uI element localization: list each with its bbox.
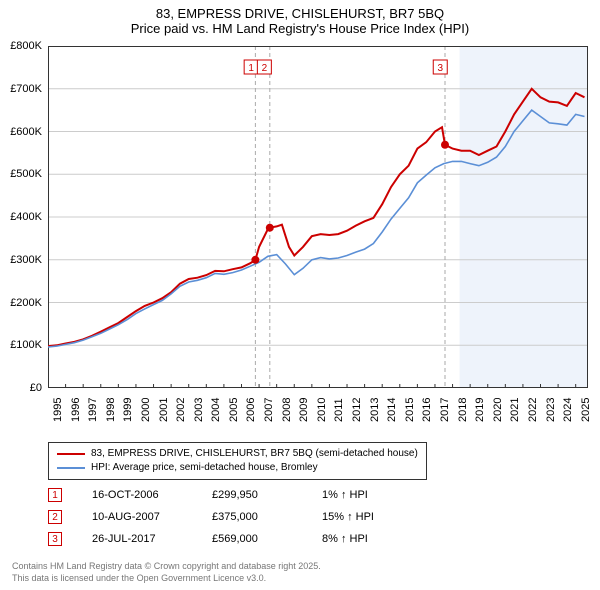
svg-text:1: 1 (248, 63, 254, 74)
x-tick-label: 2008 (281, 398, 293, 422)
y-tick-label: £500K (10, 168, 42, 180)
legend-swatch (57, 467, 85, 469)
legend-box: 83, EMPRESS DRIVE, CHISLEHURST, BR7 5BQ … (48, 442, 427, 480)
sales-hpi: 1% ↑ HPI (322, 489, 422, 501)
sales-row: 2 10-AUG-2007£375,00015% ↑ HPI (48, 506, 422, 528)
sale-dot (266, 224, 274, 232)
x-tick-label: 2017 (439, 398, 451, 422)
sales-price: £375,000 (212, 511, 322, 523)
x-tick-label: 1998 (105, 398, 117, 422)
chart-container: 83, EMPRESS DRIVE, CHISLEHURST, BR7 5BQ … (0, 0, 600, 590)
x-tick-label: 2025 (580, 398, 592, 422)
y-tick-label: £800K (10, 40, 42, 52)
x-tick-label: 1999 (122, 398, 134, 422)
sales-hpi: 15% ↑ HPI (322, 511, 422, 523)
event-marker: 1 (244, 60, 258, 74)
sales-row: 1 16-OCT-2006£299,9501% ↑ HPI (48, 484, 422, 506)
x-tick-label: 2005 (228, 398, 240, 422)
sales-price: £299,950 (212, 489, 322, 501)
x-tick-label: 2002 (175, 398, 187, 422)
x-tick-label: 1996 (70, 398, 82, 422)
footer-attribution: Contains HM Land Registry data © Crown c… (12, 560, 321, 584)
x-tick-label: 2020 (492, 398, 504, 422)
y-tick-label: £400K (10, 211, 42, 223)
sales-date: 26-JUL-2017 (92, 533, 212, 545)
svg-text:2: 2 (262, 63, 268, 74)
sales-date: 10-AUG-2007 (92, 511, 212, 523)
x-tick-label: 2024 (562, 398, 574, 422)
sale-dot (251, 256, 259, 264)
svg-text:3: 3 (437, 63, 443, 74)
x-tick-label: 2006 (245, 398, 257, 422)
x-tick-label: 2010 (316, 398, 328, 422)
y-tick-label: £600K (10, 126, 42, 138)
x-tick-label: 1997 (87, 398, 99, 422)
sale-dot (441, 141, 449, 149)
y-axis: £0£100K£200K£300K£400K£500K£600K£700K£80… (0, 46, 48, 388)
event-marker: 2 (257, 60, 271, 74)
legend-swatch (57, 453, 85, 455)
footer-line2: This data is licensed under the Open Gov… (12, 572, 321, 584)
x-tick-label: 2011 (333, 398, 345, 422)
title-block: 83, EMPRESS DRIVE, CHISLEHURST, BR7 5BQ … (0, 0, 600, 38)
x-tick-label: 2016 (421, 398, 433, 422)
sales-row: 3 26-JUL-2017£569,0008% ↑ HPI (48, 528, 422, 550)
title-line2: Price paid vs. HM Land Registry's House … (0, 21, 600, 36)
x-tick-label: 2019 (474, 398, 486, 422)
x-tick-label: 2013 (369, 398, 381, 422)
sales-table: 1 16-OCT-2006£299,9501% ↑ HPI 2 10-AUG-2007… (48, 484, 422, 550)
sales-marker: 3 (48, 532, 62, 546)
x-tick-label: 2014 (386, 398, 398, 422)
legend-item: HPI: Average price, semi-detached house,… (57, 461, 418, 475)
y-tick-label: £700K (10, 83, 42, 95)
y-tick-label: £100K (10, 339, 42, 351)
x-tick-label: 2015 (404, 398, 416, 422)
footer-line1: Contains HM Land Registry data © Crown c… (12, 560, 321, 572)
x-tick-label: 2000 (140, 398, 152, 422)
sales-price: £569,000 (212, 533, 322, 545)
y-tick-label: £200K (10, 297, 42, 309)
x-tick-label: 2012 (351, 398, 363, 422)
x-tick-label: 2021 (509, 398, 521, 422)
event-marker: 3 (433, 60, 447, 74)
y-tick-label: £300K (10, 254, 42, 266)
title-line1: 83, EMPRESS DRIVE, CHISLEHURST, BR7 5BQ (0, 6, 600, 21)
legend-label: 83, EMPRESS DRIVE, CHISLEHURST, BR7 5BQ … (91, 447, 418, 461)
y-tick-label: £0 (30, 382, 42, 394)
x-tick-label: 2018 (457, 398, 469, 422)
x-axis: 1995 1996 1997 1998 1999 2000 2001 2002 2003 2004… (48, 388, 588, 440)
x-tick-label: 2007 (263, 398, 275, 422)
x-tick-label: 2022 (527, 398, 539, 422)
sales-hpi: 8% ↑ HPI (322, 533, 422, 545)
chart-plot-area: 12 3 (48, 46, 588, 388)
x-tick-label: 2003 (193, 398, 205, 422)
x-tick-label: 2023 (545, 398, 557, 422)
x-tick-label: 2009 (298, 398, 310, 422)
legend-label: HPI: Average price, semi-detached house,… (91, 461, 318, 475)
sales-marker: 1 (48, 488, 62, 502)
sales-marker: 2 (48, 510, 62, 524)
chart-svg: 12 3 (48, 46, 588, 388)
x-tick-label: 1995 (52, 398, 64, 422)
legend-item: 83, EMPRESS DRIVE, CHISLEHURST, BR7 5BQ … (57, 447, 418, 461)
sales-date: 16-OCT-2006 (92, 489, 212, 501)
x-tick-label: 2001 (158, 398, 170, 422)
x-tick-label: 2004 (210, 398, 222, 422)
